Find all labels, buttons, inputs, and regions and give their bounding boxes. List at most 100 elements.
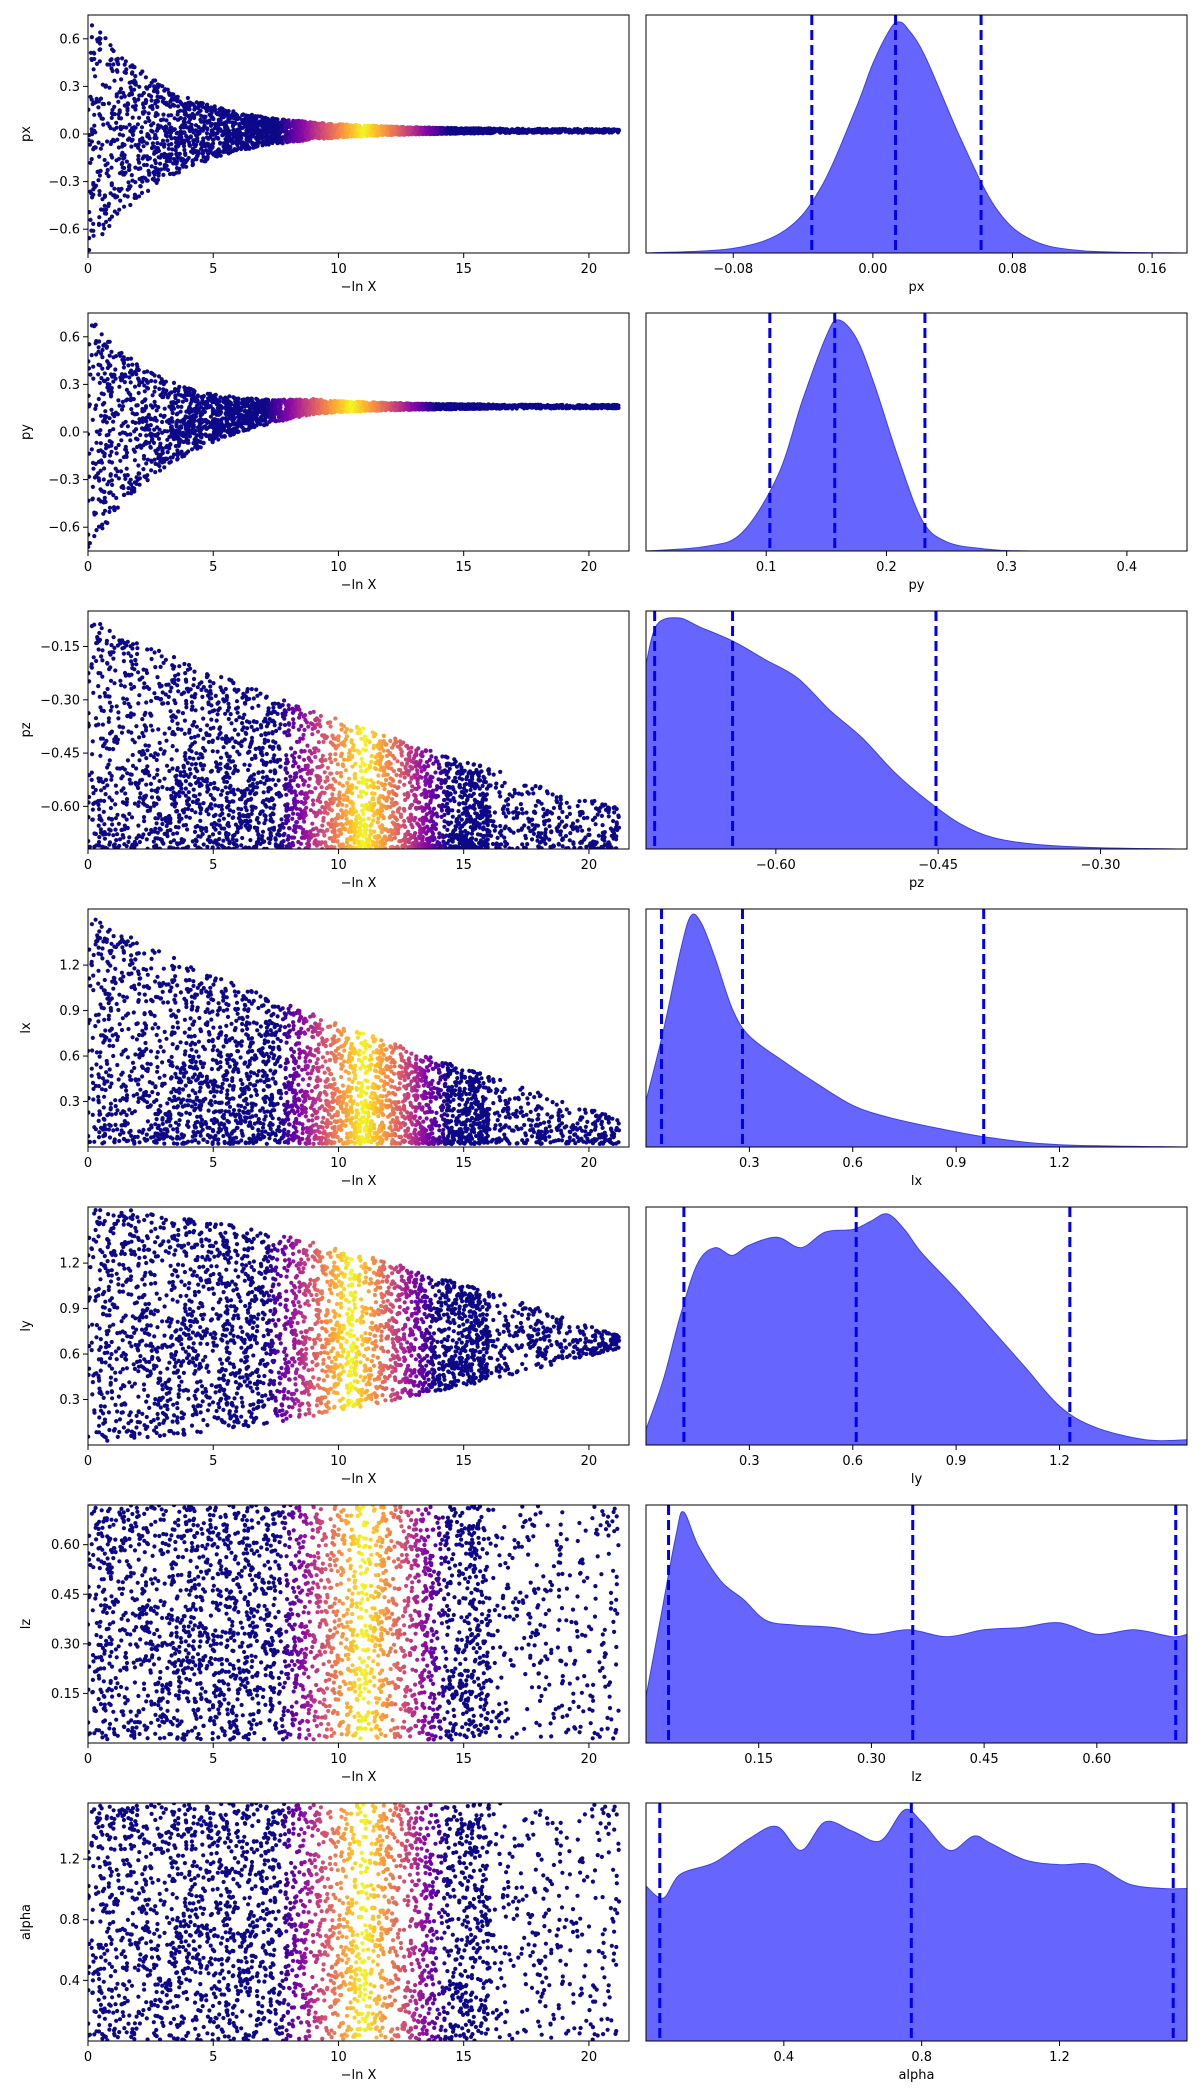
sample-point (104, 219, 109, 224)
sample-point (92, 123, 97, 128)
sample-point (96, 524, 102, 529)
sample-point (88, 107, 91, 112)
sample-point (90, 132, 95, 137)
sample-point (133, 165, 138, 170)
sample-point (149, 98, 154, 103)
sample-point (218, 118, 223, 123)
sample-point (247, 114, 252, 119)
sample-point (141, 467, 146, 472)
sample-point (548, 130, 553, 135)
sample-point (228, 116, 233, 121)
sample-point (164, 134, 170, 139)
sample-point (100, 142, 105, 147)
sample-point (175, 112, 180, 117)
sample-point (237, 122, 242, 127)
sample-point (114, 120, 119, 125)
sample-point (109, 349, 114, 354)
sample-point (132, 78, 137, 83)
sample-point (259, 123, 264, 128)
sample-point (328, 121, 333, 127)
sample-point (122, 70, 127, 75)
sample-point (186, 140, 191, 145)
sample-point (217, 112, 222, 117)
sample-point (89, 56, 94, 62)
sample-point (143, 120, 148, 125)
sample-point (118, 124, 123, 129)
sample-point (89, 139, 94, 144)
sample-point (142, 456, 147, 461)
sample-point (207, 118, 212, 123)
sample-point (162, 144, 167, 149)
sample-point (191, 148, 196, 153)
sample-point (227, 394, 232, 399)
sample-point (291, 121, 296, 126)
sample-point (88, 236, 92, 241)
sample-point (100, 232, 105, 237)
sample-point (130, 132, 136, 137)
scatter-panel-px: 0 5 10 15 20−0.6−0.30.00.30.6px−ln X (19, 14, 630, 295)
sample-point (343, 123, 348, 128)
sample-point (216, 437, 221, 442)
sample-point (445, 127, 450, 132)
sample-point (120, 133, 126, 138)
sample-point (132, 87, 137, 92)
sample-point (523, 129, 529, 134)
sample-point (216, 136, 221, 141)
sample-point (89, 353, 94, 358)
sample-point (96, 105, 101, 110)
sample-point (132, 81, 137, 86)
sample-point (412, 130, 417, 135)
sample-point (603, 127, 608, 132)
sample-point (432, 131, 437, 136)
sample-point (152, 389, 157, 394)
sample-point (109, 111, 114, 116)
sample-point (137, 84, 142, 89)
sample-point (251, 145, 256, 150)
sample-point (269, 131, 274, 136)
x-axis-label: −ln X (341, 280, 377, 295)
sample-point (148, 403, 154, 408)
sample-point (438, 127, 443, 132)
sample-point (171, 172, 176, 177)
sample-point (157, 427, 162, 432)
sample-point (107, 353, 112, 358)
sample-point (163, 124, 168, 129)
sample-point (91, 466, 96, 471)
sample-point (275, 125, 280, 130)
sample-point (181, 144, 187, 149)
sample-point (130, 115, 135, 120)
sample-point (287, 138, 292, 143)
sample-point (97, 192, 102, 197)
sample-point (150, 129, 155, 134)
scatter-points (88, 322, 621, 549)
sample-point (208, 123, 214, 128)
sample-point (182, 130, 187, 135)
y-tick-label: 0.6 (59, 32, 80, 47)
sample-point (114, 495, 119, 501)
sample-point (91, 187, 96, 192)
sample-point (97, 112, 102, 117)
sample-point (117, 132, 122, 137)
sample-point (148, 104, 153, 109)
sample-point (165, 167, 171, 173)
sample-point (106, 174, 111, 179)
sample-point (170, 410, 175, 416)
sample-point (111, 62, 116, 67)
sample-point (101, 419, 106, 424)
sample-point (188, 134, 193, 139)
sample-point (155, 141, 160, 146)
sample-point (606, 127, 612, 132)
sample-point (103, 163, 108, 168)
sample-point (199, 113, 204, 118)
sample-point (136, 145, 141, 150)
sample-point (98, 413, 104, 418)
sample-point (88, 498, 91, 503)
sample-point (126, 102, 131, 107)
sample-point (298, 137, 304, 142)
sample-point (118, 116, 124, 121)
sample-point (244, 137, 249, 142)
sample-point (360, 129, 365, 134)
sample-point (213, 124, 218, 129)
sample-point (120, 56, 125, 61)
sample-point (133, 180, 138, 185)
